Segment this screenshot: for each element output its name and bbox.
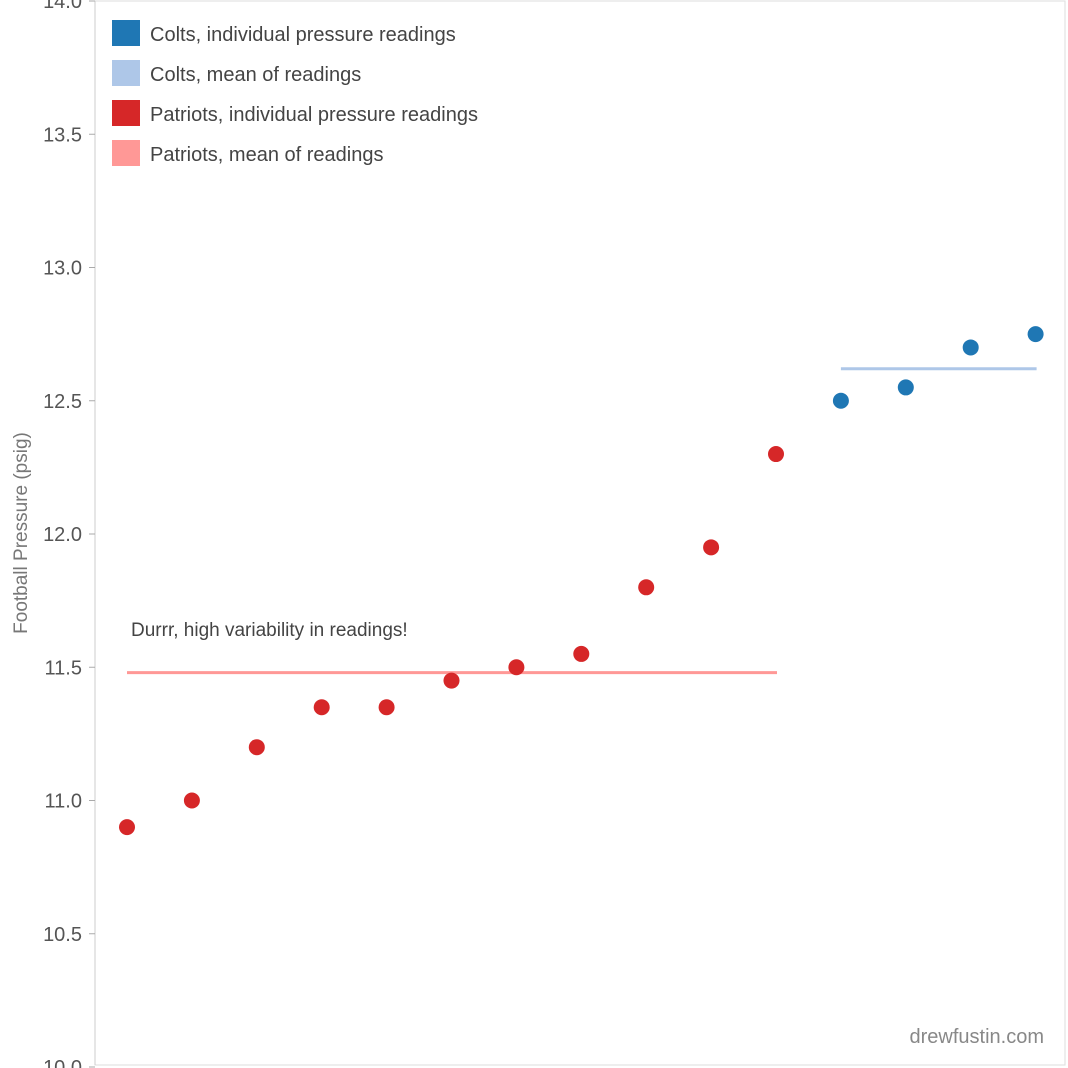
legend: Colts, individual pressure readings Colts…: [112, 20, 478, 166]
y-axis-ticks: 10.0 10.5 11.0 11.5 12.0 12.5 13.0 13.5 14.0: [43, 0, 95, 1068]
data-point: [638, 579, 655, 596]
data-point: [378, 699, 395, 716]
data-point: [962, 339, 979, 356]
data-point: [573, 645, 590, 662]
data-point: [508, 659, 525, 676]
y-axis-title: Football Pressure (psig): [11, 432, 32, 634]
data-point: [119, 819, 135, 836]
credit-text: drewfustin.com: [910, 1026, 1045, 1048]
legend-swatch: [112, 100, 140, 126]
data-points: [119, 326, 1044, 836]
legend-label: Colts, mean of readings: [150, 64, 361, 86]
data-point: [183, 792, 200, 809]
y-tick-label: 13.0: [43, 258, 82, 280]
y-tick-label: 11.5: [45, 657, 82, 679]
y-tick-label: 11.0: [45, 791, 82, 813]
y-tick-label: 10.0: [43, 1057, 82, 1068]
y-tick-label: 13.5: [43, 124, 82, 146]
y-tick-label: 12.0: [43, 524, 82, 546]
data-point: [1027, 326, 1044, 343]
legend-label: Colts, individual pressure readings: [150, 24, 456, 46]
legend-label: Patriots, individual pressure readings: [150, 104, 478, 126]
legend-label: Patriots, mean of readings: [150, 144, 383, 166]
annotation-text: Durrr, high variability in readings!: [131, 620, 408, 641]
data-point: [897, 379, 914, 396]
data-point: [248, 739, 265, 756]
data-point: [313, 699, 330, 716]
y-tick-label: 14.0: [43, 0, 82, 13]
legend-swatch: [112, 60, 140, 86]
mean-lines: [127, 367, 1037, 675]
data-point: [832, 392, 849, 409]
data-point: [703, 539, 720, 556]
y-tick-label: 10.5: [43, 924, 82, 946]
data-point: [443, 672, 460, 689]
data-point: [768, 446, 784, 463]
legend-swatch: [112, 20, 140, 46]
legend-swatch: [112, 140, 140, 166]
y-tick-label: 12.5: [43, 391, 82, 413]
